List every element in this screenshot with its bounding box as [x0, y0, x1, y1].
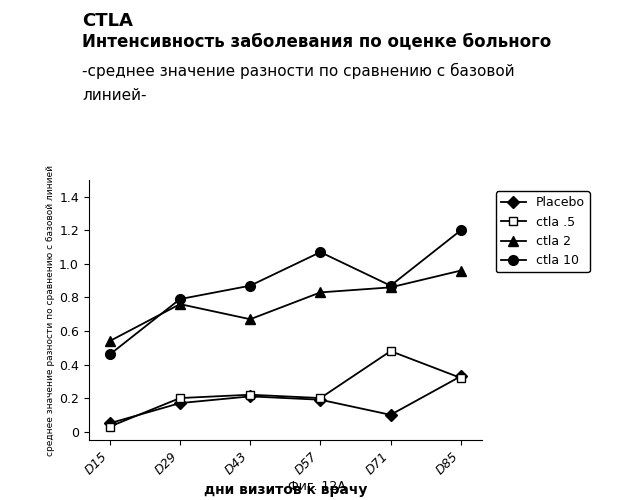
ctla .5 [387, 348, 394, 354]
Text: Интенсивность заболевания по оценке больного: Интенсивность заболевания по оценке боль… [82, 32, 552, 50]
ctla .5 [106, 424, 113, 430]
Placebo [176, 400, 184, 406]
Text: CTLA: CTLA [82, 12, 133, 30]
X-axis label: дни визитов к врачу: дни визитов к врачу [204, 482, 367, 496]
ctla 2 [106, 338, 113, 344]
ctla 10 [176, 296, 184, 302]
Line: ctla 2: ctla 2 [105, 266, 465, 346]
ctla 2 [176, 301, 184, 307]
ctla .5 [247, 392, 254, 398]
Placebo [387, 412, 394, 418]
Placebo [247, 394, 254, 400]
ctla .5 [176, 395, 184, 401]
ctla 10 [316, 249, 324, 255]
ctla 10 [387, 282, 394, 288]
Legend: Placebo, ctla .5, ctla 2, ctla 10: Placebo, ctla .5, ctla 2, ctla 10 [496, 192, 590, 272]
Line: Placebo: Placebo [106, 372, 465, 428]
Line: ctla 10: ctla 10 [105, 226, 465, 360]
ctla 2 [457, 268, 465, 274]
ctla 2 [387, 284, 394, 290]
Placebo [106, 420, 113, 426]
ctla 2 [316, 290, 324, 296]
ctla 10 [247, 282, 254, 288]
ctla .5 [457, 375, 465, 381]
Text: -среднее значение разности по сравнению с базовой: -среднее значение разности по сравнению … [82, 62, 515, 78]
Placebo [457, 374, 465, 380]
Text: Фиг. 12А: Фиг. 12А [288, 480, 346, 492]
ctla .5 [316, 395, 324, 401]
Line: ctla .5: ctla .5 [106, 347, 465, 430]
Text: линией-: линией- [82, 88, 147, 102]
ctla 2 [247, 316, 254, 322]
Placebo [316, 396, 324, 402]
Y-axis label: среднее значение разности по сравнению с базовой линией: среднее значение разности по сравнению с… [46, 164, 55, 456]
ctla 10 [106, 352, 113, 358]
ctla 10 [457, 228, 465, 234]
